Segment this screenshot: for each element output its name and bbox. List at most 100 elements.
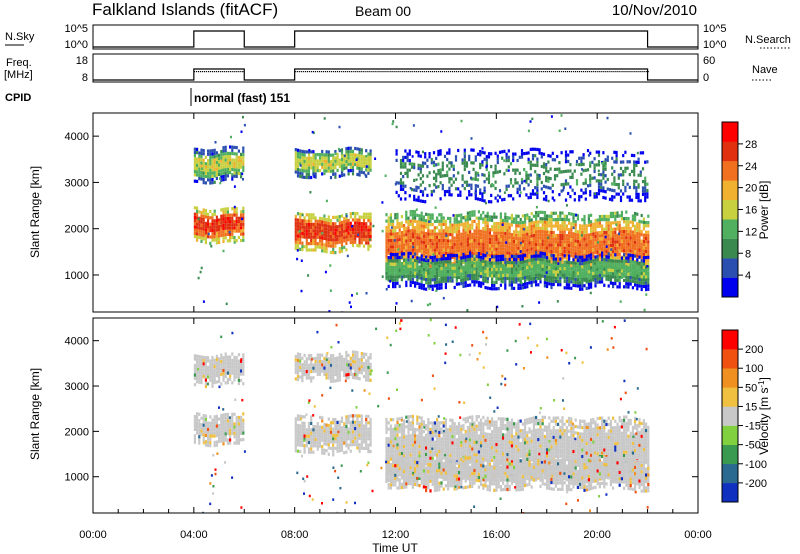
heatmap-cell (585, 286, 588, 290)
heatmap-cell (560, 170, 563, 174)
heatmap-cell (464, 255, 467, 259)
heatmap-cell (627, 242, 630, 246)
heatmap-cell (607, 240, 610, 244)
heatmap-cell (539, 226, 542, 230)
heatmap-cell (472, 177, 475, 181)
heatmap-cell (642, 268, 645, 273)
heatmap-cell (620, 217, 623, 221)
heatmap-cell (540, 152, 543, 156)
heatmap-cell (570, 286, 573, 290)
heatmap-cell (614, 250, 617, 254)
heatmap-cell (537, 233, 540, 237)
heatmap-cell (529, 173, 532, 177)
heatmap-cell (527, 183, 530, 187)
heatmap-cell (513, 252, 516, 256)
heatmap-cell (411, 264, 414, 269)
heatmap-cell (602, 189, 605, 193)
heatmap-cell (481, 163, 484, 167)
heatmap-cell (495, 231, 498, 235)
heatmap-cell (552, 250, 555, 254)
heatmap-cell (224, 236, 227, 240)
heatmap-cell (460, 213, 463, 217)
heatmap-cell (472, 148, 475, 152)
heatmap-cell (213, 225, 216, 229)
heatmap-cell (465, 196, 469, 200)
heatmap-cell (493, 238, 496, 242)
heatmap-cell (453, 236, 456, 240)
heatmap-cell (537, 210, 540, 214)
heatmap-cell (605, 214, 608, 218)
heatmap-cell (557, 233, 560, 238)
heatmap-cell (387, 226, 390, 230)
nave-point (447, 71, 450, 73)
heatmap-cell (594, 258, 597, 262)
heatmap-cell (220, 214, 223, 218)
heatmap-cell (559, 253, 562, 257)
heatmap-cell (411, 271, 414, 275)
heatmap-cell (493, 268, 496, 272)
heatmap-cell (575, 179, 579, 183)
heatmap-cell (526, 269, 529, 273)
heatmap-cell (312, 226, 315, 230)
heatmap-cell (213, 232, 216, 236)
heatmap-cell (462, 259, 465, 263)
heatmap-cell (215, 218, 218, 222)
heatmap-cell (443, 154, 447, 158)
heatmap-cell (398, 259, 401, 263)
heatmap-cell (602, 163, 605, 168)
heatmap-cell (430, 190, 433, 194)
heatmap-cell (455, 239, 458, 243)
heatmap-cell (482, 243, 485, 247)
heatmap-cell (572, 213, 575, 217)
heatmap-cell (535, 236, 538, 240)
heatmap-cell (486, 218, 489, 222)
heatmap-cell (231, 164, 234, 168)
heatmap-cell (562, 186, 565, 190)
heatmap-cell (406, 174, 409, 179)
heatmap-cell (452, 167, 455, 171)
heatmap-cell (629, 279, 632, 283)
heatmap-cell (559, 276, 562, 280)
heatmap-cell (491, 255, 494, 259)
heatmap-cell (202, 211, 205, 215)
heatmap-cell (464, 225, 467, 229)
heatmap-cell (471, 236, 474, 240)
heatmap-cell (222, 165, 225, 169)
nave-point (544, 71, 546, 73)
heatmap-cell (551, 196, 554, 200)
heatmap-cell (408, 162, 411, 166)
heatmap-cell (614, 275, 617, 279)
heatmap-cell (495, 268, 498, 272)
heatmap-cell (471, 248, 474, 252)
heatmap-cell (508, 248, 511, 252)
heatmap-cell (444, 264, 447, 268)
heatmap-cell (631, 220, 634, 225)
heatmap-cell (439, 197, 442, 201)
nave-point (568, 71, 571, 73)
heatmap-cell (466, 218, 469, 222)
heatmap-cell (220, 217, 223, 222)
heatmap-cell (213, 209, 216, 213)
heatmap-cell (207, 225, 210, 229)
heatmap-cell (447, 232, 450, 236)
heatmap-cell (360, 222, 363, 226)
heatmap-cell (429, 268, 432, 272)
heatmap-cell (515, 246, 518, 250)
heatmap-cell (482, 233, 485, 237)
heatmap-cell (572, 258, 575, 262)
heatmap-cell (537, 239, 540, 243)
heatmap-cell (548, 275, 551, 279)
heatmap-cell (405, 210, 408, 214)
heatmap-cell (554, 260, 557, 264)
heatmap-cell (600, 189, 603, 193)
heatmap-cell (425, 241, 428, 245)
heatmap-cell (539, 254, 542, 258)
heatmap-cell (329, 222, 333, 226)
heatmap-cell (554, 279, 557, 284)
heatmap-cell (462, 241, 465, 245)
heatmap-cell (527, 196, 530, 200)
heatmap-cell (294, 157, 297, 161)
heatmap-cell (321, 242, 324, 246)
heatmap-cell (482, 282, 485, 286)
heatmap-cell (362, 164, 366, 168)
